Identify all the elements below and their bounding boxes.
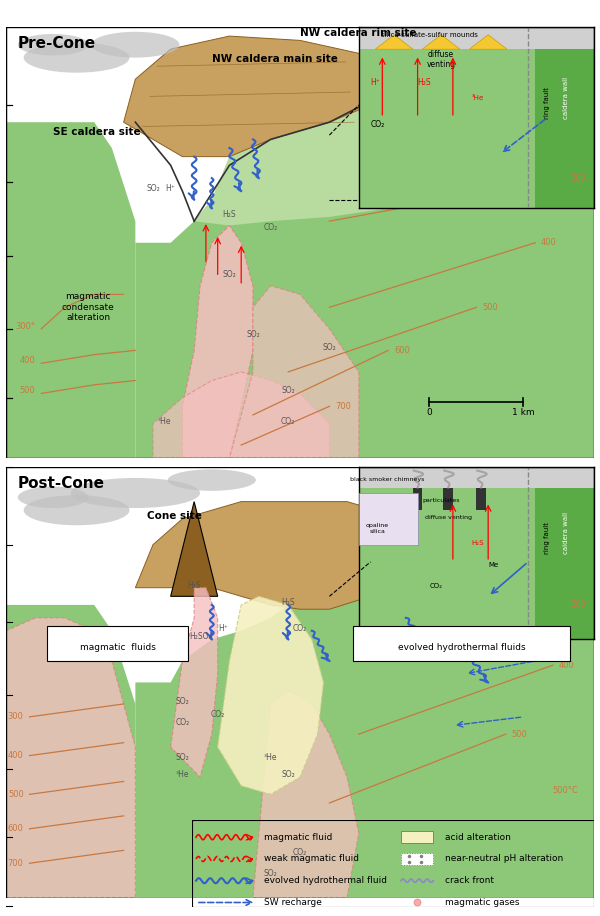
- Ellipse shape: [168, 469, 256, 491]
- Text: magmatic  fluids: magmatic fluids: [80, 643, 155, 652]
- Text: Pre-Cone: Pre-Cone: [18, 36, 96, 51]
- Text: 300: 300: [8, 713, 23, 722]
- Polygon shape: [253, 691, 359, 898]
- Text: H⁺: H⁺: [166, 184, 176, 193]
- Text: SO₂: SO₂: [264, 869, 277, 878]
- Text: 400: 400: [541, 238, 557, 247]
- Text: SO₂: SO₂: [176, 753, 189, 762]
- Bar: [401, 853, 433, 865]
- FancyBboxPatch shape: [47, 627, 188, 661]
- Polygon shape: [170, 502, 218, 596]
- Polygon shape: [6, 617, 136, 898]
- Ellipse shape: [18, 34, 88, 56]
- Ellipse shape: [91, 32, 179, 58]
- Text: 400: 400: [20, 356, 35, 365]
- Polygon shape: [170, 588, 218, 777]
- Text: magmatic gases: magmatic gases: [445, 898, 520, 907]
- Text: SO₂: SO₂: [176, 697, 189, 706]
- Text: H⁺: H⁺: [218, 624, 229, 633]
- Text: 600: 600: [8, 824, 23, 834]
- Text: CO₂: CO₂: [281, 417, 295, 426]
- Text: 300°: 300°: [16, 322, 35, 331]
- Text: H₂S: H₂S: [187, 581, 201, 590]
- Text: 0: 0: [427, 408, 432, 417]
- Ellipse shape: [71, 478, 200, 508]
- Polygon shape: [229, 286, 359, 458]
- Polygon shape: [218, 596, 323, 794]
- Text: 700: 700: [8, 858, 23, 867]
- Polygon shape: [6, 122, 136, 458]
- Text: SO₂: SO₂: [323, 344, 336, 353]
- Text: acid alteration: acid alteration: [445, 833, 511, 842]
- Text: ³He: ³He: [264, 753, 277, 762]
- Text: CO₂: CO₂: [293, 624, 307, 633]
- Text: CO₂: CO₂: [211, 710, 225, 719]
- FancyBboxPatch shape: [353, 627, 571, 661]
- Text: magmatic fluid: magmatic fluid: [265, 833, 333, 842]
- Text: H₂SO₄: H₂SO₄: [189, 632, 211, 641]
- Text: H₂S: H₂S: [223, 210, 236, 219]
- Text: CO₂: CO₂: [293, 847, 307, 856]
- Text: 300: 300: [571, 174, 586, 182]
- Text: ³He: ³He: [176, 770, 189, 780]
- Text: 600: 600: [394, 346, 410, 354]
- Text: SW recharge: SW recharge: [265, 898, 322, 907]
- Text: Cone site: Cone site: [147, 511, 202, 521]
- Text: 700: 700: [335, 402, 351, 411]
- Text: 400: 400: [8, 751, 23, 760]
- Text: SO₂: SO₂: [246, 331, 260, 340]
- Polygon shape: [6, 605, 136, 898]
- Polygon shape: [136, 518, 594, 898]
- Text: magmatic
condensate
alteration: magmatic condensate alteration: [62, 292, 115, 322]
- Text: 1 km: 1 km: [512, 408, 535, 417]
- Text: 500°C: 500°C: [553, 786, 578, 794]
- Text: CO₂: CO₂: [263, 223, 278, 232]
- Text: 300: 300: [571, 600, 586, 609]
- Text: evolved hydrothermal fluid: evolved hydrothermal fluid: [265, 877, 388, 885]
- Text: evolved hydrothermal fluids: evolved hydrothermal fluids: [398, 643, 526, 652]
- Text: 500: 500: [512, 729, 527, 738]
- Text: 500: 500: [8, 790, 23, 799]
- Polygon shape: [182, 225, 253, 458]
- Ellipse shape: [23, 496, 130, 525]
- Text: NW caldera main site: NW caldera main site: [212, 54, 338, 64]
- Text: ³He: ³He: [158, 417, 172, 426]
- Text: H₂S: H₂S: [281, 598, 295, 607]
- Text: Post-Cone: Post-Cone: [18, 475, 105, 491]
- Text: near-neutral pH alteration: near-neutral pH alteration: [445, 855, 563, 864]
- Ellipse shape: [23, 42, 130, 72]
- Text: CO₂: CO₂: [175, 718, 190, 727]
- Text: SO₂: SO₂: [146, 184, 160, 193]
- Text: SO₂: SO₂: [281, 387, 295, 396]
- Bar: [401, 831, 433, 844]
- Text: SE caldera site: SE caldera site: [53, 127, 140, 137]
- Text: weak magmatic fluid: weak magmatic fluid: [265, 855, 359, 864]
- Text: SO₂: SO₂: [223, 270, 236, 279]
- Text: 500: 500: [20, 387, 35, 396]
- Ellipse shape: [18, 486, 88, 508]
- Text: NW caldera rim site: NW caldera rim site: [300, 28, 416, 38]
- Polygon shape: [136, 502, 447, 609]
- Text: 400: 400: [559, 660, 574, 670]
- Polygon shape: [124, 36, 388, 157]
- Text: SO₂: SO₂: [281, 770, 295, 780]
- Polygon shape: [194, 83, 488, 225]
- Polygon shape: [153, 372, 329, 458]
- Text: 500: 500: [482, 303, 498, 311]
- Text: crack front: crack front: [445, 877, 494, 885]
- Polygon shape: [136, 83, 594, 458]
